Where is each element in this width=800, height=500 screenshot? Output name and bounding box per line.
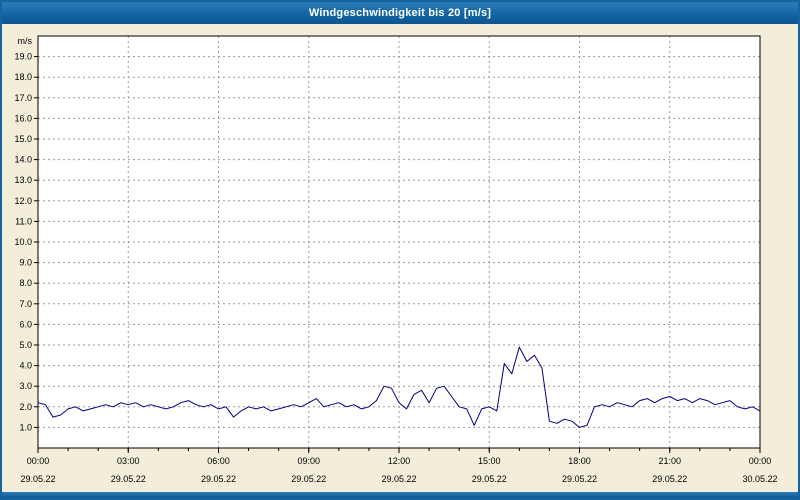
y-tick-label: 10.0 xyxy=(14,237,32,247)
y-tick-label: 7.0 xyxy=(19,299,32,309)
page-title: Windgeschwindigkeit bis 20 [m/s] xyxy=(308,7,492,19)
y-tick-label: 17.0 xyxy=(14,93,32,103)
x-tick-time-label: 03:00 xyxy=(117,456,140,466)
x-tick-time-label: 09:00 xyxy=(297,456,320,466)
x-tick-date-label: 30.05.22 xyxy=(742,474,777,484)
plot-border xyxy=(37,35,761,449)
y-tick-label: 9.0 xyxy=(19,258,32,268)
x-tick-date-label: 29.05.22 xyxy=(472,474,507,484)
y-tick-label: 16.0 xyxy=(14,113,32,123)
chart-svg: 1.0 2.0 3.0 4.0 5.0 6.0 7.0 8.0 9.0 10.0 11.0 12.0 1… xyxy=(14,35,778,484)
y-tick-label: 3.0 xyxy=(19,381,32,391)
x-tick-date-label: 29.05.22 xyxy=(381,474,416,484)
x-tick-time-label: 21:00 xyxy=(658,456,681,466)
y-tick-label: 8.0 xyxy=(19,278,32,288)
x-tick-date-label: 29.05.22 xyxy=(20,474,55,484)
x-tick-time-label: 00:00 xyxy=(27,456,50,466)
y-tick-label: 1.0 xyxy=(19,422,32,432)
x-tick-time-label: 06:00 xyxy=(207,456,230,466)
series-line xyxy=(37,346,761,428)
y-tick-label: 15.0 xyxy=(14,134,32,144)
y-tick-label: 6.0 xyxy=(19,319,32,329)
x-tick-date-label: 29.05.22 xyxy=(652,474,687,484)
y-tick-label: 18.0 xyxy=(14,72,32,82)
title-bar: Windgeschwindigkeit bis 20 [m/s] xyxy=(2,2,798,24)
y-tick-label: 4.0 xyxy=(19,361,32,371)
y-tick-label: 11.0 xyxy=(15,216,32,226)
y-tick-label: 2.0 xyxy=(19,402,32,412)
y-tick-label: 5.0 xyxy=(19,340,32,350)
y-axis-unit-label: m/s xyxy=(18,36,33,46)
chart-area: 1.0 2.0 3.0 4.0 5.0 6.0 7.0 8.0 9.0 10.0 11.0 12.0 1… xyxy=(2,24,798,492)
x-tick-date-label: 29.05.22 xyxy=(562,474,597,484)
y-tick-label: 12.0 xyxy=(14,196,32,206)
x-tick-time-label: 12:00 xyxy=(388,456,411,466)
x-tick-time-label: 00:00 xyxy=(749,456,772,466)
y-tick-label: 13.0 xyxy=(14,175,32,185)
bottom-bar xyxy=(2,492,798,498)
x-tick-time-label: 15:00 xyxy=(478,456,501,466)
y-tick-label: 14.0 xyxy=(14,155,32,165)
x-tick-date-label: 29.05.22 xyxy=(111,474,146,484)
x-tick-time-label: 18:00 xyxy=(568,456,591,466)
y-tick-label: 19.0 xyxy=(14,52,32,62)
x-tick-date-label: 29.05.22 xyxy=(291,474,326,484)
x-tick-date-label: 29.05.22 xyxy=(201,474,236,484)
